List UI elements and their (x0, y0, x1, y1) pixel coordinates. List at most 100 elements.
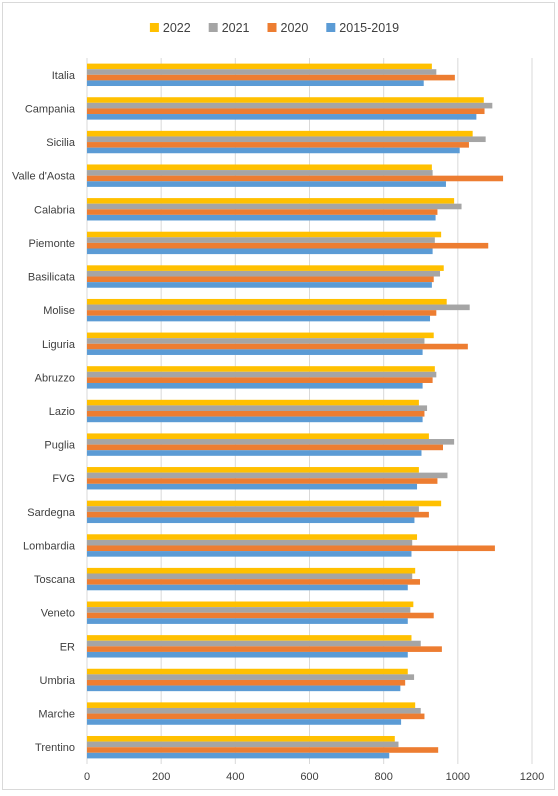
legend-swatch (149, 23, 159, 32)
bar (87, 685, 401, 692)
bar (87, 416, 423, 423)
bar (87, 298, 447, 305)
bar (87, 80, 424, 87)
category-label: Molise (43, 305, 75, 317)
bars (87, 63, 504, 759)
bar (87, 170, 433, 176)
bar (87, 164, 432, 171)
bar (87, 69, 437, 75)
bar (87, 607, 411, 613)
bar (87, 147, 460, 154)
category-label: Sicilia (46, 137, 76, 149)
bar (87, 573, 413, 580)
bar (87, 74, 455, 81)
x-tick-label: 800 (374, 771, 392, 783)
bar (87, 248, 433, 255)
bar (87, 702, 416, 708)
bar (87, 612, 434, 619)
bar (87, 214, 436, 221)
bar (87, 332, 434, 339)
bar (87, 567, 416, 574)
category-label: Trentino (35, 742, 75, 754)
bar (87, 534, 418, 540)
bar (87, 450, 422, 456)
category-labels: Italia Campania Sicilia Valle d'Aosta Calabr… (12, 70, 76, 754)
bar (87, 97, 484, 103)
bar (87, 679, 406, 686)
bar (87, 433, 429, 440)
bar (87, 467, 419, 473)
bar (87, 382, 423, 389)
bar (87, 478, 438, 484)
bar (87, 343, 468, 350)
bar (87, 500, 442, 507)
bar (87, 635, 412, 641)
bar (87, 63, 432, 70)
bar (87, 130, 473, 137)
bar (87, 584, 408, 591)
bar (87, 304, 470, 311)
bar (87, 349, 423, 355)
bar (87, 265, 444, 271)
bar (87, 231, 442, 238)
bar (87, 102, 493, 109)
bar (87, 551, 412, 557)
x-tick-label: 1000 (446, 771, 470, 783)
bar (87, 618, 408, 624)
bar (87, 203, 462, 210)
bar (87, 114, 477, 120)
bar (87, 136, 486, 143)
x-tick-label: 0 (84, 771, 90, 783)
bar (87, 735, 395, 742)
bar (87, 377, 433, 383)
bar (87, 181, 446, 187)
bar (87, 242, 489, 249)
category-label: Abruzzo (35, 372, 75, 384)
bar (87, 674, 415, 680)
bar (87, 175, 504, 182)
bar (87, 579, 421, 585)
bar (87, 752, 390, 759)
legend-label: 2022 (163, 21, 191, 35)
category-label: Basilicata (28, 272, 76, 284)
bar (87, 237, 435, 243)
bar (87, 108, 485, 115)
bar (87, 545, 495, 552)
bar (87, 511, 429, 518)
bar (87, 142, 469, 148)
x-axis-tick-labels: 0 200 400 600 800 1000 1200 (84, 771, 544, 783)
x-tick-label: 1200 (520, 771, 544, 783)
x-tick-label: 400 (226, 771, 244, 783)
bar (87, 270, 441, 277)
bar (87, 640, 421, 647)
bar (87, 310, 437, 316)
bar (87, 209, 438, 215)
legend-swatch (267, 23, 277, 32)
category-label: Toscana (34, 574, 76, 586)
x-tick-label: 600 (300, 771, 318, 783)
category-label: Liguria (42, 339, 76, 351)
category-label: Veneto (41, 608, 75, 620)
bar (87, 366, 435, 372)
legend-label: 2021 (222, 21, 250, 35)
bar (87, 444, 443, 451)
bar (87, 517, 415, 524)
category-label: ER (60, 641, 75, 653)
bar (87, 741, 399, 748)
bar (87, 646, 442, 652)
bar (87, 198, 455, 204)
bar (87, 276, 434, 283)
bar (87, 282, 432, 288)
category-label: Sardegna (27, 507, 76, 519)
legend-swatch (208, 23, 218, 32)
category-label: Puglia (44, 440, 75, 452)
bar (87, 601, 414, 608)
category-label: Marche (38, 709, 75, 721)
x-tick-label: 200 (152, 771, 170, 783)
bar (87, 399, 419, 406)
category-label: Valle d'Aosta (12, 171, 76, 183)
legend: 2022 2021 2020 2015-2019 (149, 21, 399, 35)
bar (87, 707, 421, 714)
bar (87, 472, 448, 479)
